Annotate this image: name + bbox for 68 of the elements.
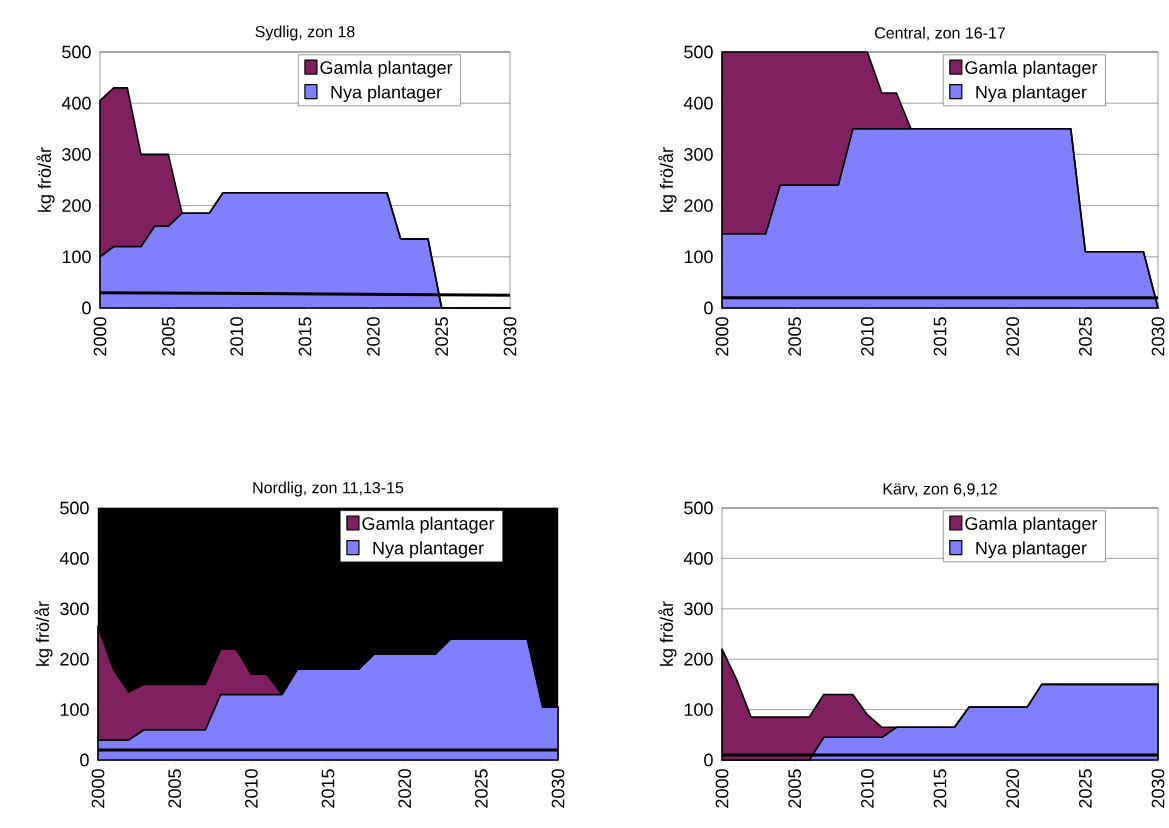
x-tick-label: 2005	[161, 317, 175, 356]
y-tick-label: 300	[60, 602, 89, 616]
y-tick-label: 0	[82, 301, 91, 315]
x-tick-label: 2015	[933, 317, 947, 356]
y-tick-label: 200	[62, 199, 91, 212]
x-tick-label: 2025	[435, 317, 449, 356]
y-tick-label: 200	[684, 199, 713, 212]
legend-label: Nya plantager	[976, 541, 1087, 559]
x-tick-label: 2025	[1078, 769, 1092, 808]
x-tick-label: 2000	[93, 317, 107, 356]
x-tick-label: 2010	[230, 317, 244, 356]
y-axis-title: kg frö/år	[36, 147, 55, 212]
x-tick-label: 2020	[398, 769, 412, 808]
x-tick-label: 2005	[788, 769, 802, 808]
legend-label: Gamla plantager	[965, 60, 1098, 78]
chart-title: Kärv, zon 6,9,12	[883, 483, 997, 497]
y-tick-label: 200	[60, 652, 89, 666]
y-tick-label: 100	[684, 250, 713, 264]
x-tick-label: 2000	[715, 317, 729, 356]
y-tick-label: 0	[704, 753, 713, 767]
x-tick-label: 2020	[1006, 317, 1020, 356]
chart-title: Central, zon 16-17	[875, 26, 1005, 41]
chart-title: Nordlig, zon 11,13-15	[253, 481, 404, 497]
x-tick-label: 2030	[503, 317, 517, 356]
legend-label: Nya plantager	[976, 85, 1087, 103]
y-tick-label: 400	[61, 96, 91, 110]
y-tick-label: 0	[704, 301, 713, 315]
legend-label: Gamla plantager	[320, 60, 453, 78]
y-tick-label: 100	[60, 703, 89, 716]
x-tick-label: 2015	[933, 769, 947, 808]
x-tick-label: 2020	[1006, 769, 1020, 808]
x-tick-label: 2010	[860, 317, 874, 356]
y-axis-title: kg frö/år	[34, 601, 53, 666]
legend-label: Gamla plantager	[965, 516, 1098, 534]
y-tick-label: 0	[80, 753, 89, 767]
y-axis-title: kg frö/år	[658, 601, 677, 666]
x-tick-label: 2000	[91, 769, 105, 808]
y-tick-label: 400	[683, 552, 713, 565]
y-tick-label: 300	[684, 148, 713, 161]
legend-label: Nya plantager	[331, 85, 442, 103]
x-tick-label: 2030	[1151, 317, 1165, 356]
x-tick-label: 2030	[1151, 769, 1165, 808]
legend-label: Gamla plantager	[362, 516, 495, 534]
x-tick-label: 2010	[244, 769, 258, 808]
y-tick-label: 300	[684, 602, 713, 616]
x-tick-label: 2025	[1078, 317, 1092, 356]
chart-title: Sydlig, zon 18	[255, 25, 355, 41]
y-tick-label: 500	[684, 501, 713, 515]
x-tick-label: 2020	[366, 317, 380, 356]
y-axis-title: kg frö/år	[658, 147, 677, 212]
x-tick-label: 2005	[788, 317, 802, 356]
x-tick-label: 2010	[860, 769, 874, 808]
x-tick-label: 2015	[298, 317, 312, 356]
y-tick-label: 500	[684, 45, 713, 59]
y-tick-label: 400	[683, 96, 713, 110]
legend-label: Nya plantager	[373, 541, 484, 559]
y-tick-label: 500	[60, 501, 89, 515]
x-tick-label: 2025	[474, 769, 488, 808]
y-tick-label: 300	[62, 148, 91, 161]
x-tick-label: 2015	[321, 769, 335, 808]
y-tick-label: 500	[62, 45, 91, 59]
y-tick-label: 200	[684, 652, 713, 666]
x-tick-label: 2005	[168, 769, 182, 808]
x-tick-label: 2000	[715, 769, 729, 808]
y-tick-label: 400	[59, 552, 89, 565]
x-tick-label: 2030	[551, 769, 565, 808]
y-tick-label: 100	[62, 250, 91, 264]
y-tick-label: 100	[684, 703, 713, 716]
